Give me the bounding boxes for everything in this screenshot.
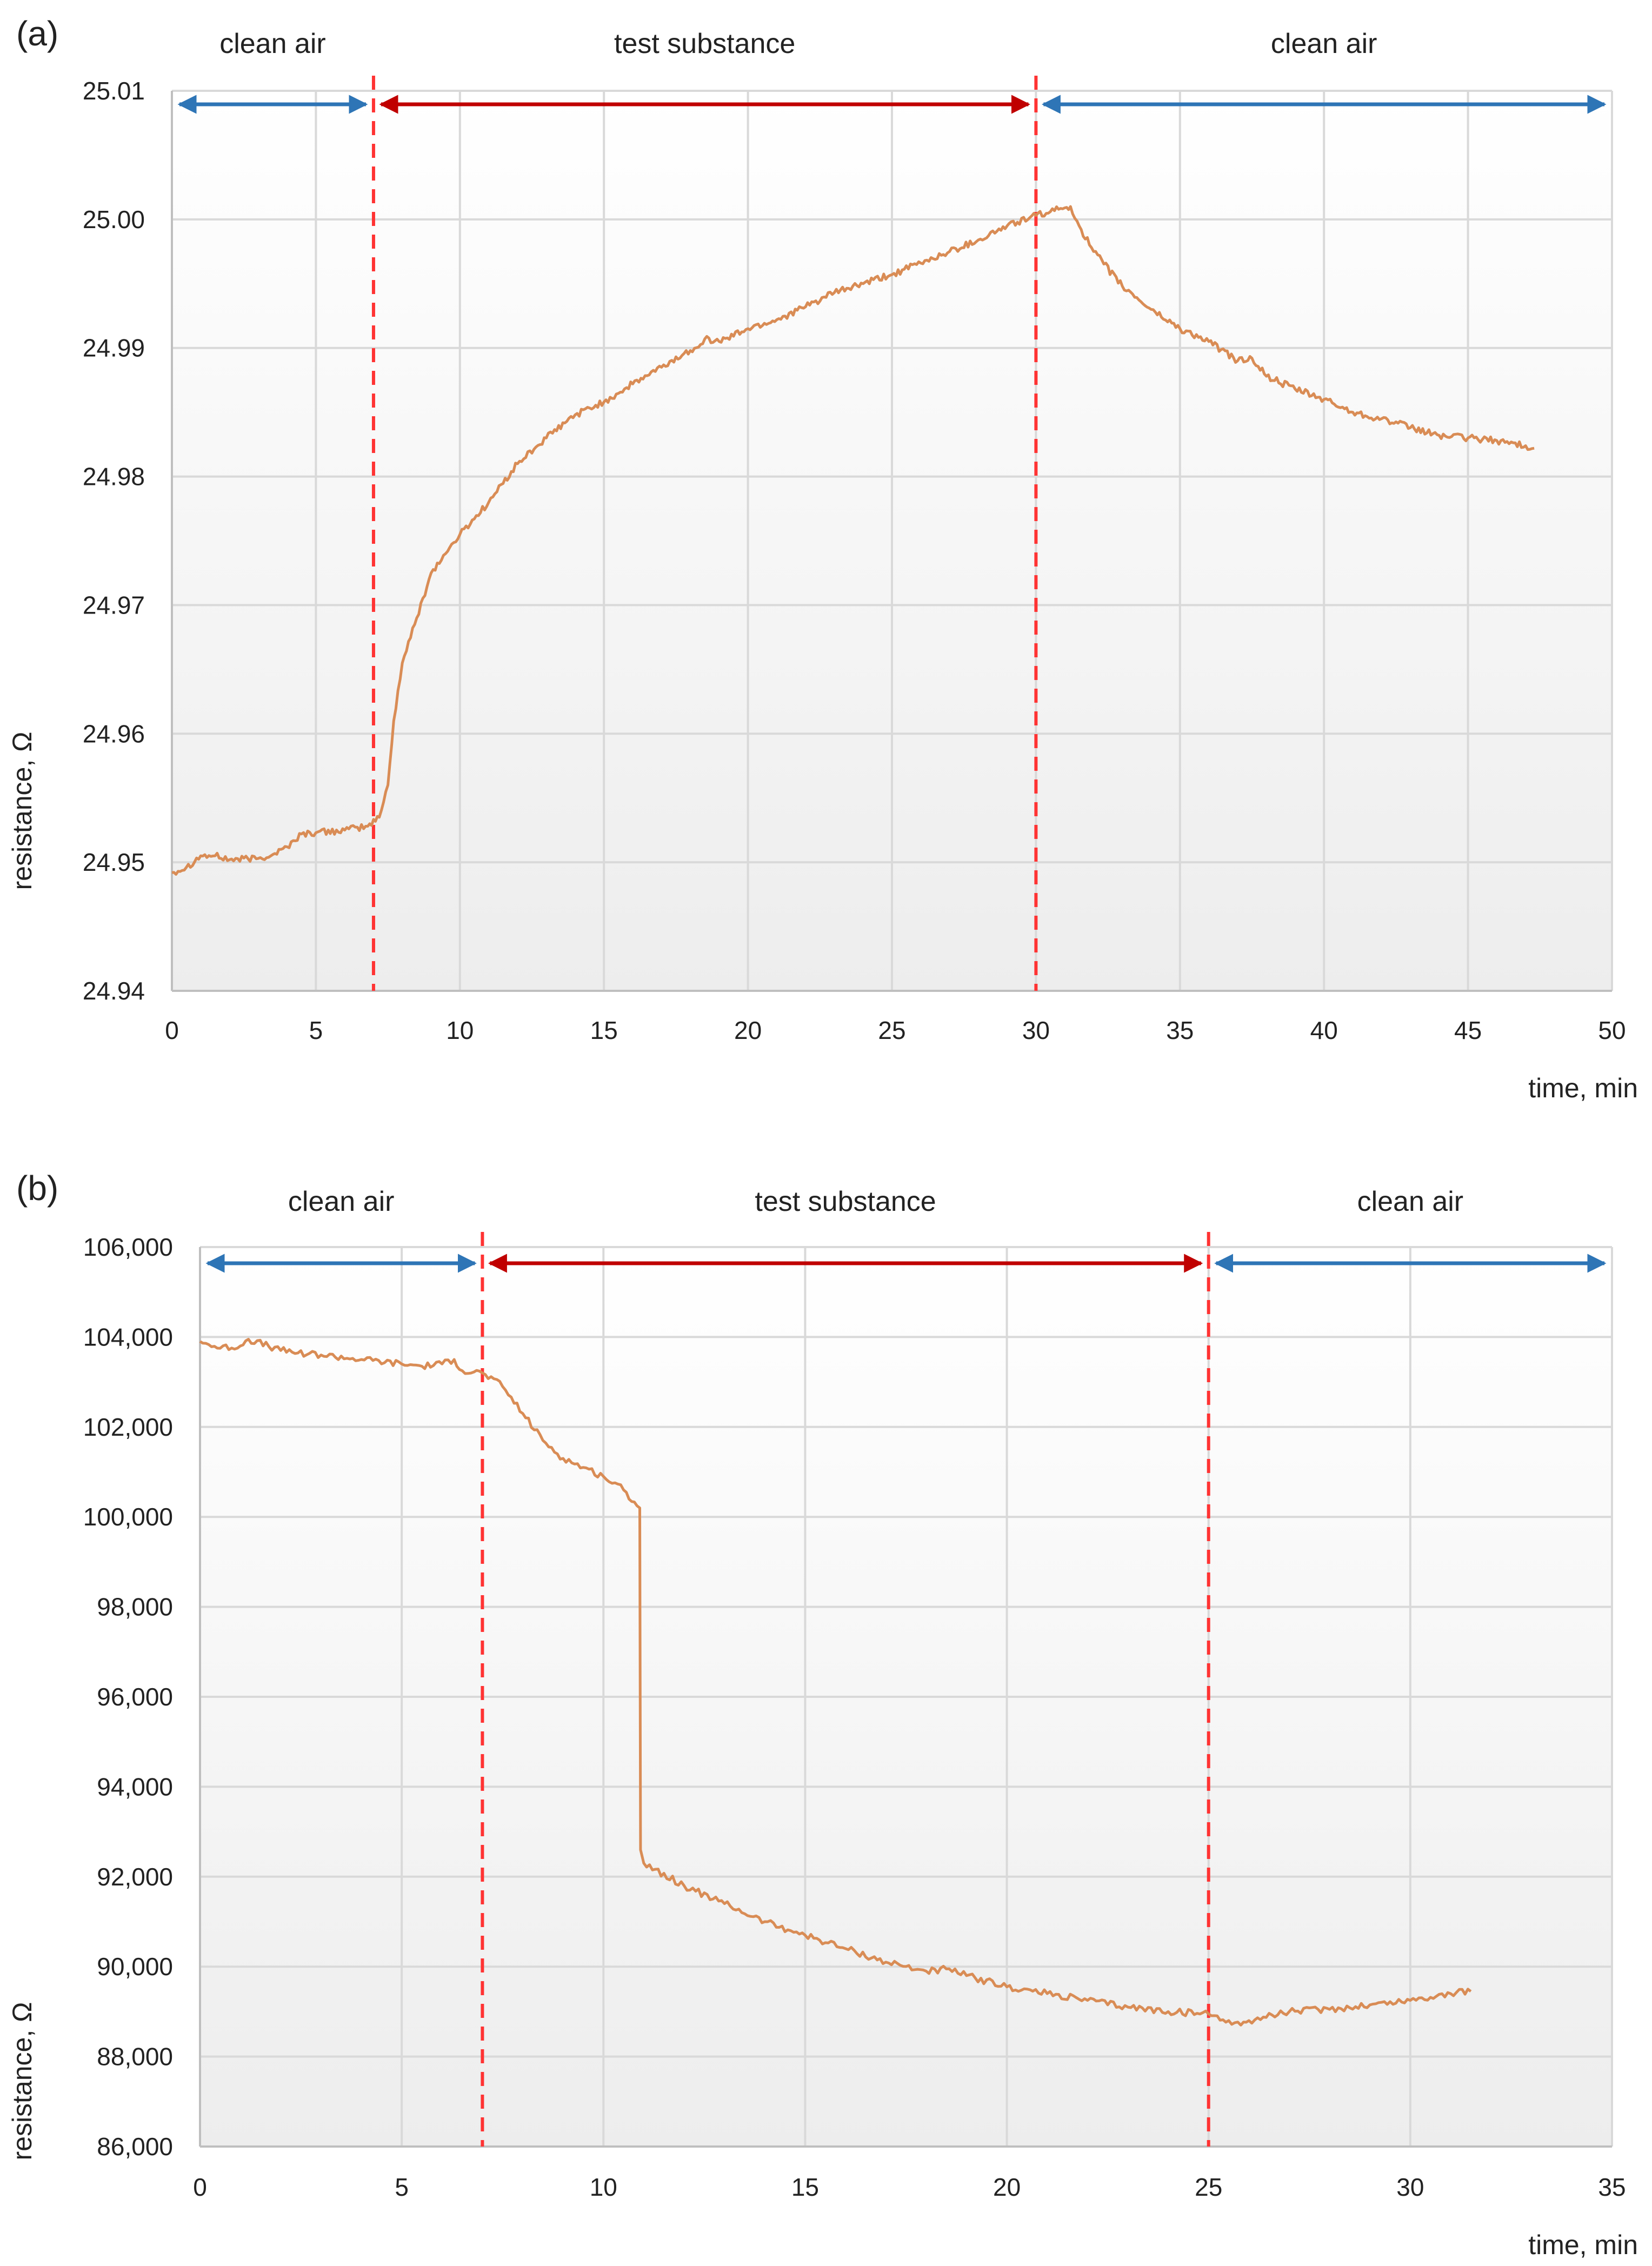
y-tick-label: 24.94 bbox=[83, 977, 145, 1005]
series-line bbox=[199, 1338, 1472, 2027]
x-tick-label: 50 bbox=[1598, 1016, 1626, 1044]
y-tick-label: 88,000 bbox=[97, 2043, 173, 2071]
x-tick-label: 0 bbox=[165, 1016, 179, 1044]
x-tick-labels-a: 0 5 10 15 20 25 30 35 40 45 50 bbox=[165, 1016, 1626, 1044]
series-line bbox=[171, 205, 1535, 876]
y-axis-label-b: resistance, Ω bbox=[7, 2002, 37, 2160]
x-tick-label: 20 bbox=[993, 2173, 1021, 2201]
y-tick-label: 24.98 bbox=[83, 463, 145, 491]
y-tick-label: 104,000 bbox=[83, 1323, 173, 1351]
y-tick-label: 24.99 bbox=[83, 334, 145, 362]
x-tick-label: 10 bbox=[590, 2173, 617, 2201]
x-tick-labels-b: 0 5 10 15 20 25 30 35 bbox=[193, 2173, 1626, 2201]
x-tick-label: 45 bbox=[1454, 1016, 1482, 1044]
y-tick-label: 92,000 bbox=[97, 1863, 173, 1891]
y-tick-label: 24.95 bbox=[83, 848, 145, 876]
x-tick-label: 5 bbox=[395, 2173, 409, 2201]
y-tick-labels-b: 86,000 88,000 90,000 92,000 94,000 96,000 98,0… bbox=[83, 1233, 173, 2161]
phase-label-clean-air: clean air bbox=[1357, 1186, 1464, 1217]
y-tick-label: 96,000 bbox=[97, 1683, 173, 1711]
phase-label-test-substance: test substance bbox=[755, 1186, 936, 1217]
x-tick-label: 30 bbox=[1022, 1016, 1050, 1044]
chart-panel-a: (a) clean air test substance clean air 24.… bbox=[7, 14, 1638, 1103]
phase-annotations-a: clean air test substance clean air bbox=[177, 28, 1607, 991]
y-tick-label: 94,000 bbox=[97, 1772, 173, 1801]
y-tick-label: 24.96 bbox=[83, 719, 145, 748]
x-tick-label: 15 bbox=[590, 1016, 618, 1044]
x-tick-label: 25 bbox=[1195, 2173, 1222, 2201]
y-tick-label: 25.00 bbox=[83, 205, 145, 234]
y-tick-label: 98,000 bbox=[97, 1593, 173, 1621]
series-a bbox=[171, 205, 1535, 876]
panel-label-b: (b) bbox=[16, 1169, 58, 1208]
x-axis-label-a: time, min bbox=[1528, 1073, 1638, 1103]
y-tick-label: 25.01 bbox=[83, 77, 145, 105]
x-tick-label: 30 bbox=[1396, 2173, 1424, 2201]
x-axis-label-b: time, min bbox=[1528, 2230, 1638, 2260]
y-axis-label-a: resistance, Ω bbox=[7, 731, 37, 890]
y-tick-label: 100,000 bbox=[83, 1503, 173, 1531]
x-tick-label: 25 bbox=[878, 1016, 905, 1044]
y-tick-labels-a: 24.94 24.95 24.96 24.97 24.98 24.99 25.00 25.01 bbox=[83, 77, 145, 1005]
series-b bbox=[199, 1338, 1472, 2027]
y-tick-label: 106,000 bbox=[83, 1233, 173, 1261]
y-tick-label: 102,000 bbox=[83, 1413, 173, 1441]
y-tick-label: 90,000 bbox=[97, 1952, 173, 1981]
x-tick-label: 40 bbox=[1310, 1016, 1338, 1044]
y-tick-label: 86,000 bbox=[97, 2132, 173, 2161]
chart-panel-b: (b) clean air test substance clean air 86,… bbox=[7, 1169, 1638, 2260]
x-tick-label: 35 bbox=[1598, 2173, 1626, 2201]
phase-label-clean-air: clean air bbox=[1271, 28, 1377, 59]
x-tick-label: 0 bbox=[193, 2173, 207, 2201]
y-tick-label: 24.97 bbox=[83, 591, 145, 619]
x-tick-label: 15 bbox=[791, 2173, 819, 2201]
panel-label-a: (a) bbox=[16, 14, 58, 53]
x-tick-label: 5 bbox=[309, 1016, 323, 1044]
phase-label-clean-air: clean air bbox=[219, 28, 326, 59]
gridlines-b bbox=[199, 1246, 1613, 2148]
x-tick-label: 20 bbox=[734, 1016, 762, 1044]
phase-annotations-b: clean air test substance clean air bbox=[205, 1186, 1607, 2147]
phase-label-test-substance: test substance bbox=[614, 28, 795, 59]
x-tick-label: 35 bbox=[1166, 1016, 1194, 1044]
x-tick-label: 10 bbox=[446, 1016, 474, 1044]
phase-label-clean-air: clean air bbox=[288, 1186, 395, 1217]
